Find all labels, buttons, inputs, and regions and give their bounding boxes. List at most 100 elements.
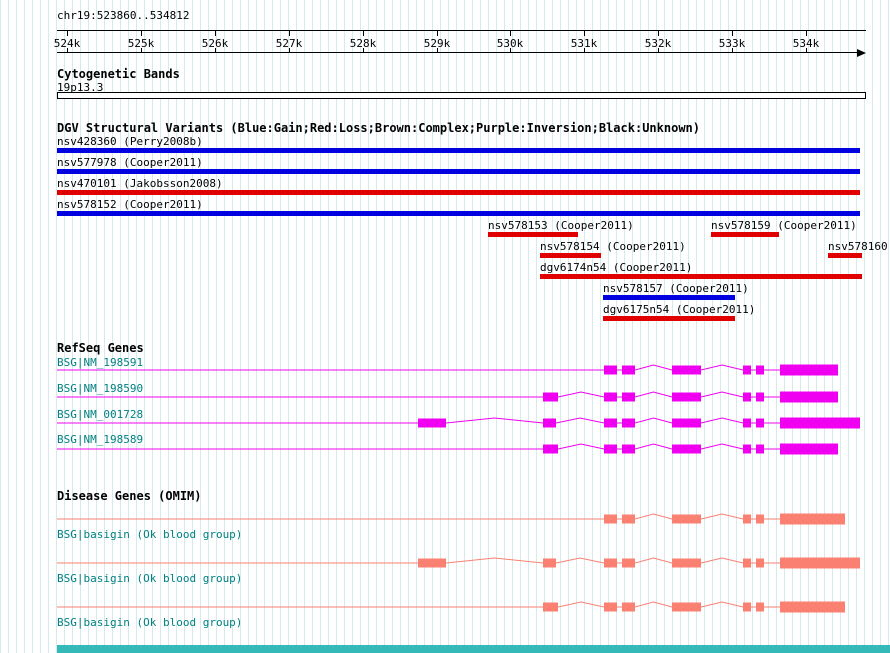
variant-bar[interactable] — [57, 211, 860, 216]
ruler-minor-tick — [363, 48, 364, 53]
gene-exon[interactable] — [743, 558, 751, 568]
gene-exon[interactable] — [780, 443, 838, 455]
gene-label: BSG|NM_198589 — [57, 433, 144, 446]
gene-exon[interactable] — [543, 602, 558, 612]
gene-exon[interactable] — [672, 514, 701, 524]
gene-exon[interactable] — [418, 418, 446, 428]
gene-exon[interactable] — [672, 365, 701, 375]
ruler-tick-label: 526k — [201, 37, 229, 50]
gene-exon[interactable] — [622, 418, 635, 428]
gene-exon[interactable] — [604, 514, 617, 524]
gene-exon[interactable] — [743, 444, 751, 454]
variant-bar[interactable] — [57, 148, 860, 153]
gene-intron-line — [57, 601, 780, 608]
gene-exon[interactable] — [743, 392, 751, 402]
gene-exon[interactable] — [672, 444, 701, 454]
cytoband-section-title: Cytogenetic Bands — [57, 67, 180, 81]
variant-bar[interactable] — [711, 232, 779, 237]
ruler-minor-tick — [584, 48, 585, 53]
gene-model[interactable] — [0, 410, 890, 436]
gene-intron-line — [57, 417, 780, 424]
variant-bar[interactable] — [57, 190, 860, 195]
gene-exon[interactable] — [756, 418, 764, 428]
variant-bar[interactable] — [603, 295, 735, 300]
gene-exon[interactable] — [780, 601, 845, 613]
gene-exon[interactable] — [756, 392, 764, 402]
ruler-minor-tick — [67, 48, 68, 53]
gene-exon[interactable] — [622, 444, 635, 454]
ruler-tick-label: 529k — [423, 37, 451, 50]
variant-bar[interactable] — [828, 253, 862, 258]
variant-bar[interactable] — [540, 274, 862, 279]
region-coordinates: chr19:523860..534812 — [57, 9, 190, 22]
gene-exon[interactable] — [604, 418, 617, 428]
ruler-tick-label: 531k — [570, 37, 598, 50]
gene-exon[interactable] — [756, 602, 764, 612]
gene-exon[interactable] — [743, 602, 751, 612]
gene-model[interactable] — [0, 436, 890, 462]
variant-bar[interactable] — [603, 316, 735, 321]
gene-exon[interactable] — [756, 444, 764, 454]
gene-model[interactable] — [0, 594, 890, 620]
variant-label: nsv470101 (Jakobsson2008) — [57, 177, 223, 190]
gene-exon[interactable] — [672, 558, 701, 568]
gene-exon[interactable] — [604, 392, 617, 402]
gene-exon[interactable] — [543, 392, 558, 402]
gene-exon[interactable] — [743, 514, 751, 524]
gene-exon[interactable] — [780, 513, 845, 525]
gene-exon[interactable] — [604, 602, 617, 612]
gene-label: BSG|NM_001728 — [57, 408, 144, 421]
gene-model[interactable] — [0, 384, 890, 410]
gene-exon[interactable] — [780, 391, 838, 403]
gene-exon[interactable] — [756, 514, 764, 524]
gene-exon[interactable] — [756, 365, 764, 375]
gene-intron-line — [57, 443, 780, 450]
gene-exon[interactable] — [418, 558, 446, 568]
gene-exon[interactable] — [672, 392, 701, 402]
gene-model[interactable] — [0, 506, 890, 532]
gene-exon[interactable] — [780, 364, 838, 376]
gene-exon[interactable] — [780, 557, 860, 569]
gene-exon[interactable] — [604, 365, 617, 375]
gene-exon[interactable] — [622, 558, 635, 568]
gene-exon[interactable] — [543, 558, 556, 568]
gene-model[interactable] — [0, 550, 890, 576]
ruler-minor-tick — [141, 48, 142, 53]
gene-exon[interactable] — [780, 417, 860, 429]
gene-exon[interactable] — [604, 558, 617, 568]
footer-overview-bar[interactable] — [57, 645, 890, 653]
ruler-major-tick — [806, 30, 807, 36]
ruler-minor-tick — [806, 48, 807, 53]
gene-exon[interactable] — [622, 602, 635, 612]
ruler-minor-tick — [658, 48, 659, 53]
refseq-section-title: RefSeq Genes — [57, 341, 144, 355]
gene-exon[interactable] — [622, 365, 635, 375]
gene-model[interactable] — [0, 357, 890, 383]
gene-exon[interactable] — [672, 602, 701, 612]
gene-exon[interactable] — [543, 444, 558, 454]
gene-exon[interactable] — [622, 392, 635, 402]
variant-bar[interactable] — [57, 169, 860, 174]
ruler-tick-label: 524k — [53, 37, 81, 50]
omim-section-title: Disease Genes (OMIM) — [57, 489, 202, 503]
variant-label: nsv577978 (Cooper2011) — [57, 156, 203, 169]
gene-exon[interactable] — [743, 365, 751, 375]
variant-label: nsv578159 (Cooper2011) — [711, 219, 857, 232]
gene-exon[interactable] — [743, 418, 751, 428]
gene-exon[interactable] — [543, 418, 556, 428]
ruler-tick-label: 530k — [496, 37, 524, 50]
gene-exon[interactable] — [604, 444, 617, 454]
gene-exon[interactable] — [756, 558, 764, 568]
gene-intron-line — [57, 364, 780, 371]
variant-bar[interactable] — [488, 232, 578, 237]
gene-intron-line — [57, 513, 780, 520]
ruler-major-tick — [437, 30, 438, 36]
variant-label: nsv428360 (Perry2008b) — [57, 135, 203, 148]
gene-intron-line — [57, 557, 780, 564]
gene-exon[interactable] — [672, 418, 701, 428]
gene-exon[interactable] — [622, 514, 635, 524]
variant-bar[interactable] — [540, 253, 601, 258]
cytoband-name: 19p13.3 — [57, 81, 104, 94]
cytoband-bar[interactable] — [57, 92, 866, 99]
variant-label: nsv578153 (Cooper2011) — [488, 219, 634, 232]
